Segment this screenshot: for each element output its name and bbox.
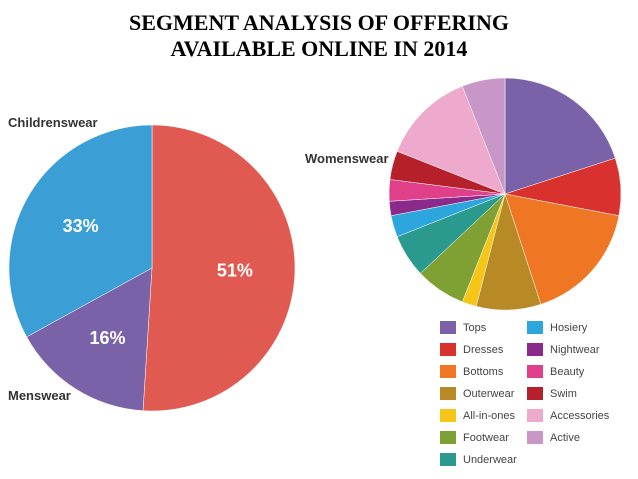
legend-label: Underwear [463,454,517,466]
legend-swatch [527,365,543,378]
legend-swatch [527,409,543,422]
pie-slice [142,124,296,412]
legend-swatch [527,431,543,444]
pie-slice [504,193,620,305]
chart-title: SEGMENT ANALYSIS OF OFFERING AVAILABLE ON… [129,10,509,61]
legend-swatch [440,453,456,466]
legend-label: Outerwear [463,388,515,400]
legend-label: Hosiery [550,322,588,334]
legend-label: Active [550,432,580,444]
pie-slice [26,267,153,411]
legend-label: Footwear [463,432,509,444]
legend-swatch [440,409,456,422]
legend-label: All-in-ones [463,410,515,422]
legend-label: Tops [463,322,487,334]
legend-swatch [527,321,543,334]
slice-label: Menswear [8,388,71,403]
legend-label: Nightwear [550,344,600,356]
pie-slice [504,77,616,195]
pie-slice [461,77,506,195]
pie-slice [8,124,153,338]
legend-label: Beauty [550,366,585,378]
legend-swatch [527,387,543,400]
value-label: 33% [63,216,99,236]
legend-label: Accessories [550,410,610,422]
slice-label: Childrenswear [8,115,98,130]
legend-label: Dresses [463,344,504,356]
legend-swatch [440,365,456,378]
value-label: 51% [217,261,253,281]
legend-swatch [440,431,456,444]
pie-slice [396,85,506,195]
legend-swatch [440,321,456,334]
slice-label: Womenswear [305,151,389,166]
legend-label: Bottoms [463,366,504,378]
legend-swatch [527,343,543,356]
legend-swatch [440,387,456,400]
legend-swatch [440,343,456,356]
legend-label: Swim [550,388,577,400]
value-label: 16% [90,328,126,348]
